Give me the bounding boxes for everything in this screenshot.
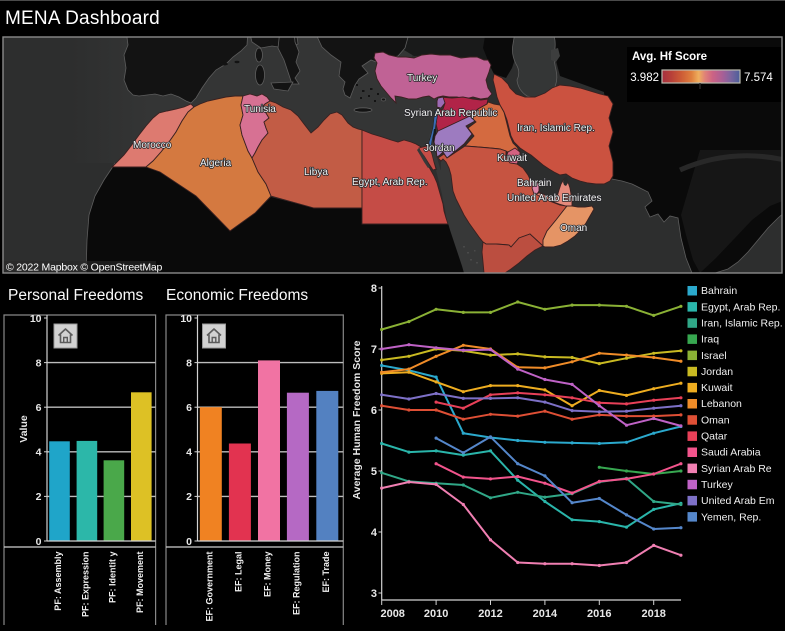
svg-text:Egypt, Arab Rep.: Egypt, Arab Rep.	[701, 301, 780, 313]
svg-text:PF: Assembly: PF: Assembly	[53, 552, 63, 611]
svg-text:Morocco: Morocco	[133, 140, 172, 151]
svg-text:United Arab Em: United Arab Em	[701, 495, 775, 507]
svg-text:Bahrain: Bahrain	[701, 285, 737, 297]
svg-text:Iraq: Iraq	[701, 334, 719, 346]
svg-text:EF: Trade: EF: Trade	[321, 552, 331, 593]
svg-text:Tunisia: Tunisia	[244, 104, 276, 115]
svg-text:Value: Value	[18, 415, 30, 443]
svg-text:0: 0	[186, 536, 192, 548]
svg-text:© 2022 Mapbox © OpenStreetMap: © 2022 Mapbox © OpenStreetMap	[6, 262, 163, 274]
svg-text:Syrian Arab Republic: Syrian Arab Republic	[404, 108, 497, 119]
svg-text:PF: Expression: PF: Expression	[80, 552, 90, 618]
svg-text:Yemen, Rep.: Yemen, Rep.	[701, 511, 761, 523]
svg-text:Oman: Oman	[560, 223, 587, 234]
svg-text:PF: Movement: PF: Movement	[135, 552, 145, 614]
svg-text:EF: Government: EF: Government	[204, 552, 214, 622]
svg-text:Qatar: Qatar	[701, 431, 728, 443]
svg-text:3: 3	[371, 588, 377, 600]
svg-text:4: 4	[36, 447, 42, 459]
svg-text:Iran, Islamic Rep.: Iran, Islamic Rep.	[517, 123, 595, 134]
svg-text:Saudi Arabia: Saudi Arabia	[701, 447, 761, 459]
svg-text:4: 4	[186, 447, 192, 459]
svg-text:0: 0	[36, 536, 42, 548]
svg-text:Oman: Oman	[701, 414, 730, 426]
svg-text:Average Human Freedom Score: Average Human Freedom Score	[351, 340, 363, 499]
svg-text:2010: 2010	[424, 608, 448, 620]
svg-text:3.982: 3.982	[630, 72, 659, 84]
svg-text:2014: 2014	[533, 608, 558, 620]
svg-text:Bahrain: Bahrain	[517, 178, 551, 189]
svg-text:8: 8	[36, 357, 42, 369]
svg-text:2018: 2018	[641, 608, 665, 620]
svg-text:Avg. Hf Score: Avg. Hf Score	[632, 51, 707, 63]
svg-text:EF: Money: EF: Money	[263, 552, 273, 598]
svg-text:10: 10	[180, 313, 192, 325]
svg-text:2008: 2008	[380, 608, 404, 620]
svg-text:4: 4	[371, 527, 378, 539]
svg-text:PF: Identit y: PF: Identit y	[107, 552, 117, 604]
svg-text:Kuwait: Kuwait	[701, 382, 733, 394]
svg-text:Iran, Islamic Rep.: Iran, Islamic Rep.	[701, 318, 783, 330]
svg-text:Turkey: Turkey	[701, 479, 733, 491]
svg-text:8: 8	[186, 357, 192, 369]
svg-text:EF: Regulation: EF: Regulation	[291, 552, 301, 616]
svg-text:Libya: Libya	[304, 167, 328, 178]
svg-text:6: 6	[186, 402, 192, 414]
svg-text:Israel: Israel	[701, 350, 727, 362]
svg-text:Algeria: Algeria	[200, 158, 232, 169]
svg-text:Kuwait: Kuwait	[497, 153, 527, 164]
svg-text:EF: Legal: EF: Legal	[233, 552, 243, 593]
svg-text:Jordan: Jordan	[424, 143, 455, 154]
svg-text:Syrian Arab Re: Syrian Arab Re	[701, 463, 772, 475]
svg-text:8: 8	[371, 283, 377, 295]
svg-text:7.574: 7.574	[744, 72, 773, 84]
svg-text:2: 2	[36, 491, 42, 503]
svg-text:10: 10	[30, 313, 42, 325]
svg-text:Lebanon: Lebanon	[701, 398, 742, 410]
svg-text:6: 6	[36, 402, 42, 414]
svg-text:United Arab Emirates: United Arab Emirates	[507, 193, 602, 204]
svg-text:Turkey: Turkey	[407, 73, 437, 84]
svg-text:Jordan: Jordan	[701, 366, 733, 378]
svg-text:2016: 2016	[587, 608, 611, 620]
svg-text:7: 7	[371, 344, 377, 356]
svg-text:2: 2	[186, 491, 192, 503]
svg-text:2012: 2012	[478, 608, 502, 620]
svg-text:6: 6	[371, 405, 377, 417]
svg-text:5: 5	[371, 466, 377, 478]
svg-text:Egypt, Arab Rep.: Egypt, Arab Rep.	[352, 177, 428, 188]
